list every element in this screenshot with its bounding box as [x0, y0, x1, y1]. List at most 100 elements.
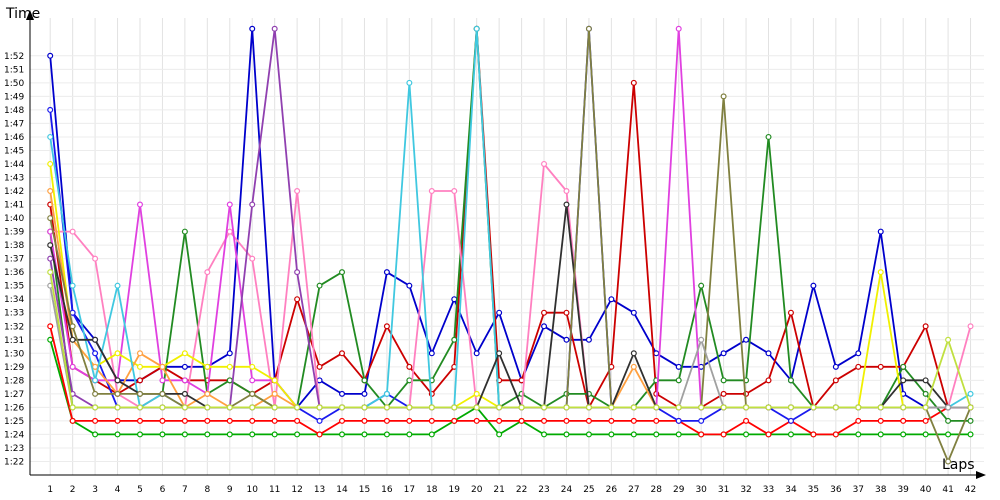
y-tick-label: 1:30 — [4, 349, 24, 359]
y-tick-label: 1:44 — [4, 160, 24, 170]
data-point — [810, 431, 817, 438]
data-point — [653, 417, 660, 424]
data-point — [585, 431, 592, 438]
data-point — [294, 188, 301, 195]
data-point — [69, 363, 76, 370]
x-tick-label: 2 — [70, 485, 76, 495]
series-line — [49, 27, 971, 422]
data-point — [47, 106, 54, 113]
data-point — [114, 404, 121, 411]
data-point — [271, 404, 278, 411]
data-point — [630, 417, 637, 424]
x-tick-label: 36 — [830, 485, 842, 495]
data-point — [271, 390, 278, 397]
data-point — [47, 188, 54, 195]
y-tick-label: 1:23 — [4, 444, 24, 454]
data-point — [787, 417, 794, 424]
data-point — [473, 350, 480, 357]
data-point — [855, 350, 862, 357]
y-tick-label: 1:37 — [4, 255, 24, 265]
data-point — [114, 417, 121, 424]
data-point — [765, 133, 772, 140]
data-point — [294, 431, 301, 438]
data-point — [630, 431, 637, 438]
data-point — [855, 363, 862, 370]
data-point — [855, 404, 862, 411]
data-point — [294, 269, 301, 276]
data-point — [585, 336, 592, 343]
data-point — [406, 431, 413, 438]
data-point — [47, 133, 54, 140]
data-point — [585, 25, 592, 32]
series-line — [49, 203, 971, 409]
data-point — [383, 431, 390, 438]
y-tick-label: 1:24 — [4, 430, 24, 440]
data-point — [967, 417, 974, 424]
data-point — [114, 431, 121, 438]
x-tick-label: 5 — [137, 485, 143, 495]
y-tick-label: 1:48 — [4, 106, 24, 116]
x-tick-label: 32 — [740, 485, 751, 495]
x-tick-label: 17 — [404, 485, 415, 495]
y-tick-label: 1:40 — [4, 214, 24, 224]
data-point — [675, 377, 682, 384]
data-point — [316, 417, 323, 424]
data-point — [159, 404, 166, 411]
data-point — [832, 431, 839, 438]
data-point — [136, 404, 143, 411]
data-point — [361, 377, 368, 384]
data-point — [967, 323, 974, 330]
data-point — [226, 350, 233, 357]
data-point — [496, 350, 503, 357]
data-point — [316, 404, 323, 411]
y-tick-label: 1:52 — [4, 52, 24, 62]
y-tick-label: 1:50 — [4, 79, 24, 89]
data-point — [855, 417, 862, 424]
data-point — [114, 390, 121, 397]
data-point — [922, 404, 929, 411]
x-tick-label: 18 — [426, 485, 438, 495]
x-tick-label: 39 — [897, 485, 909, 495]
tick-labels: 1 2 3 4 5 6 7 8 9 10 11 12 13 14 15 16 17 18 19 20 21 22 23 24 2… — [4, 52, 976, 495]
data-point — [653, 404, 660, 411]
data-point — [877, 417, 884, 424]
data-point — [204, 269, 211, 276]
data-point — [159, 390, 166, 397]
y-tick-label: 1:45 — [4, 146, 24, 156]
data-point — [765, 404, 772, 411]
data-point — [675, 404, 682, 411]
data-point — [249, 201, 256, 208]
data-point — [428, 188, 435, 195]
data-point — [922, 377, 929, 384]
data-point — [967, 390, 974, 397]
data-point — [563, 417, 570, 424]
data-point — [675, 417, 682, 424]
data-point — [226, 201, 233, 208]
data-point — [339, 390, 346, 397]
x-tick-label: 10 — [246, 485, 258, 495]
data-point — [787, 404, 794, 411]
data-point — [47, 242, 54, 249]
data-point — [249, 255, 256, 262]
y-tick-label: 1:33 — [4, 309, 24, 319]
data-point — [945, 458, 952, 465]
data-point — [339, 431, 346, 438]
data-point — [765, 377, 772, 384]
data-point — [271, 377, 278, 384]
x-tick-label: 1 — [47, 485, 53, 495]
data-point — [316, 377, 323, 384]
data-point — [114, 350, 121, 357]
x-tick-label: 40 — [920, 485, 932, 495]
data-point — [226, 404, 233, 411]
y-tick-label: 1:34 — [4, 295, 24, 305]
data-point — [92, 377, 99, 384]
x-tick-label: 7 — [182, 485, 188, 495]
data-point — [361, 417, 368, 424]
data-point — [47, 255, 54, 262]
y-tick-label: 1:39 — [4, 228, 24, 238]
data-point — [316, 282, 323, 289]
data-point — [698, 404, 705, 411]
data-point — [294, 417, 301, 424]
data-point — [720, 390, 727, 397]
x-tick-label: 28 — [651, 485, 663, 495]
